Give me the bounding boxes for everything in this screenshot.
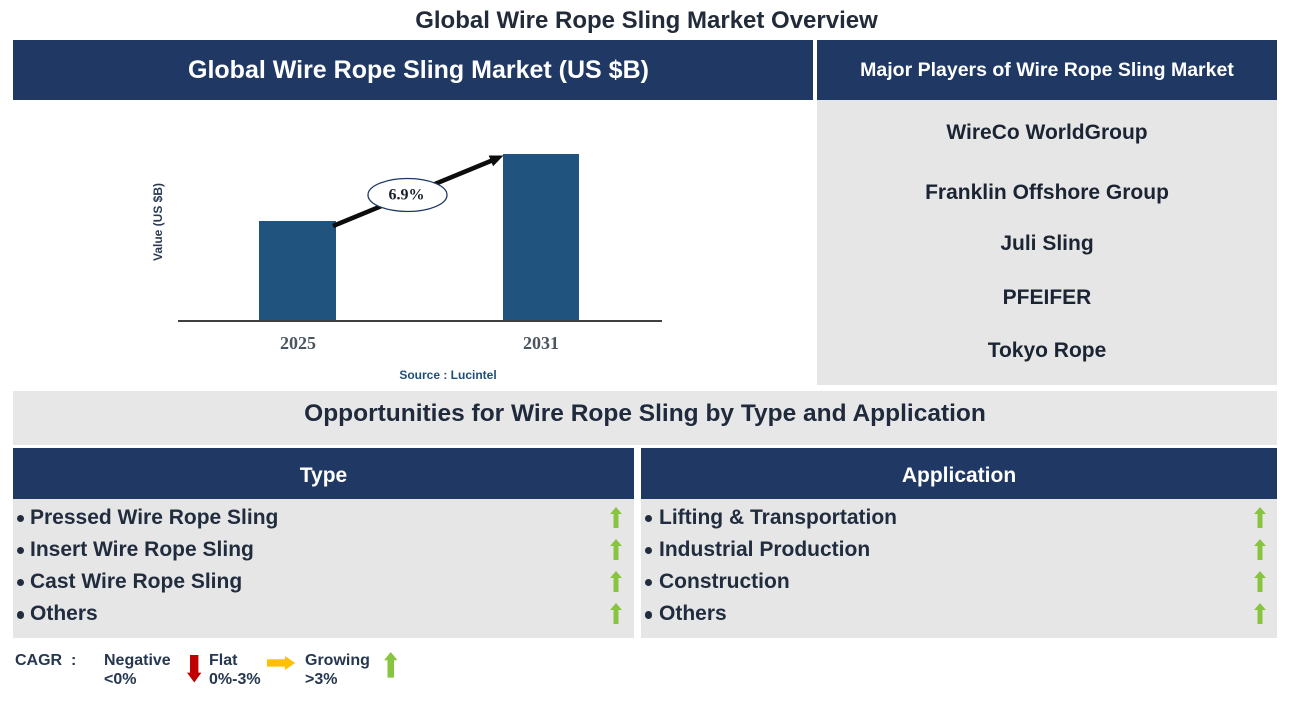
svg-text:6.9%: 6.9% (389, 187, 425, 204)
